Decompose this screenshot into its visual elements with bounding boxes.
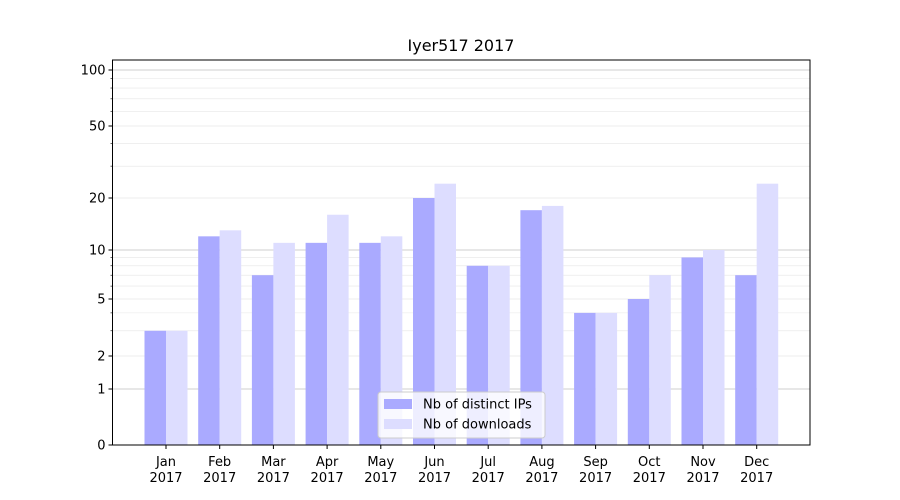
x-tick-label-year: 2017	[579, 471, 612, 486]
bar-distinct-ips	[251, 275, 274, 445]
chart-title: Iyer517 2017	[408, 36, 515, 55]
bar-downloads	[541, 205, 564, 445]
legend-label: Nb of downloads	[423, 418, 532, 433]
y-tick-label: 10	[89, 244, 106, 259]
bar-downloads	[273, 242, 295, 445]
bar-downloads	[219, 230, 242, 445]
bar-distinct-ips	[574, 312, 596, 445]
x-tick-label-month: Jul	[479, 455, 496, 470]
bar-distinct-ips	[627, 299, 650, 445]
bar-downloads	[595, 312, 618, 445]
bar-downloads	[649, 275, 671, 445]
x-tick-label-month: Oct	[638, 455, 660, 470]
x-tick-label-month: Apr	[316, 455, 339, 470]
bar-distinct-ips	[735, 275, 757, 445]
x-tick-label-month: Jan	[155, 455, 176, 470]
y-tick-label: 20	[89, 192, 106, 207]
x-tick-label-month: Nov	[690, 455, 716, 470]
x-tick-label-year: 2017	[633, 471, 666, 486]
x-tick-label-month: Feb	[208, 455, 231, 470]
bar-distinct-ips	[359, 242, 381, 445]
legend-box	[377, 391, 546, 439]
y-tick-label: 0	[97, 439, 105, 454]
x-tick-label-month: Sep	[583, 455, 608, 470]
bar-distinct-ips	[198, 236, 220, 445]
x-tick-label-month: Mar	[261, 455, 286, 470]
y-tick-label: 50	[89, 120, 106, 135]
x-tick-label-month: Jun	[423, 455, 444, 470]
x-tick-label-year: 2017	[686, 471, 719, 486]
y-tick-label: 2	[97, 350, 105, 365]
y-tick-label: 1	[97, 383, 105, 398]
bar-distinct-ips	[413, 198, 435, 445]
bar-distinct-ips	[144, 330, 166, 445]
x-tick-label-year: 2017	[149, 471, 182, 486]
x-tick-label-year: 2017	[203, 471, 236, 486]
x-tick-label-year: 2017	[257, 471, 290, 486]
x-tick-label-month: Dec	[744, 455, 769, 470]
x-tick-label-year: 2017	[740, 471, 773, 486]
x-tick-label-year: 2017	[364, 471, 397, 486]
bar-downloads	[166, 330, 188, 445]
y-axis: 0 1 2 5 10 20 50 100	[81, 64, 113, 454]
legend-swatch	[384, 419, 412, 429]
x-tick-label-year: 2017	[525, 471, 558, 486]
x-tick-label-year: 2017	[472, 471, 505, 486]
bar-downloads	[327, 214, 349, 445]
bar-downloads	[434, 183, 456, 446]
x-tick-label-month: Aug	[529, 455, 554, 470]
x-tick-label-month: May	[367, 455, 394, 470]
x-axis: Jan2017Feb2017Mar2017Apr2017May2017Jun20…	[149, 445, 773, 486]
legend-label: Nb of distinct IPs	[423, 398, 532, 413]
bar-distinct-ips	[681, 257, 703, 445]
bar-distinct-ips	[520, 210, 542, 445]
x-tick-label-year: 2017	[311, 471, 344, 486]
bar-downloads	[703, 250, 725, 445]
plot-frame	[112, 59, 811, 446]
legend: Nb of distinct IPs Nb of downloads	[377, 391, 546, 439]
bar-distinct-ips	[305, 242, 328, 445]
y-tick-label: 5	[97, 293, 105, 308]
x-tick-label-year: 2017	[418, 471, 451, 486]
bar-downloads	[756, 183, 779, 446]
y-tick-label: 100	[81, 64, 106, 79]
legend-swatch	[384, 399, 412, 409]
